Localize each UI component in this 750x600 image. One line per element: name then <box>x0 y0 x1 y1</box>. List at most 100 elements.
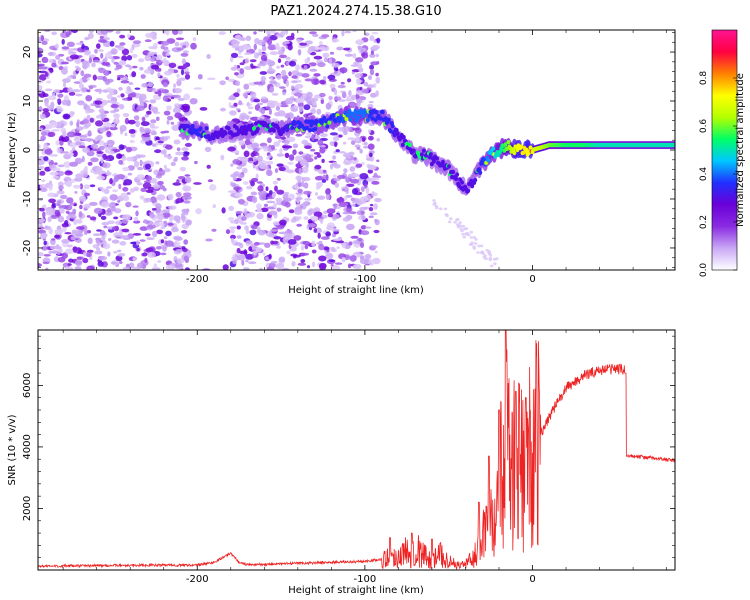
noise-speckle <box>369 152 373 158</box>
noise-speckle <box>265 169 273 176</box>
noise-speckle <box>364 32 370 37</box>
ridge-core <box>400 142 405 148</box>
noise-speckle <box>234 192 243 198</box>
noise-speckle <box>41 179 46 182</box>
noise-speckle <box>369 35 375 42</box>
noise-speckle <box>152 184 161 189</box>
noise-speckle <box>321 34 330 38</box>
noise-speckle <box>457 224 461 227</box>
ridge-core <box>198 126 203 131</box>
noise-speckle <box>109 194 118 201</box>
ridge-core <box>407 142 412 148</box>
noise-speckle <box>121 218 129 224</box>
ridge-core <box>374 110 379 115</box>
noise-speckle <box>167 223 174 226</box>
noise-speckle <box>83 103 88 109</box>
noise-speckle <box>106 139 115 146</box>
noise-speckle <box>60 122 64 129</box>
noise-speckle <box>68 258 74 263</box>
noise-speckle <box>54 209 61 217</box>
noise-speckle <box>38 252 44 257</box>
noise-speckle <box>136 240 140 246</box>
noise-speckle <box>244 90 251 94</box>
noise-speckle <box>370 50 374 55</box>
ridge-core <box>333 119 338 124</box>
noise-speckle <box>83 251 87 257</box>
noise-speckle <box>112 189 119 193</box>
noise-speckle <box>152 106 159 114</box>
noise-speckle <box>81 60 91 66</box>
noise-speckle <box>328 95 333 101</box>
noise-speckle <box>182 105 190 113</box>
noise-speckle <box>67 267 74 270</box>
noise-speckle <box>359 173 369 180</box>
noise-speckle <box>38 91 42 94</box>
noise-speckle <box>154 91 159 94</box>
ridge-core <box>249 123 254 128</box>
noise-speckle <box>244 52 252 55</box>
noise-speckle <box>276 245 281 249</box>
noise-speckle <box>225 229 231 235</box>
noise-speckle <box>321 179 327 183</box>
noise-speckle <box>243 211 248 215</box>
noise-speckle <box>69 215 77 219</box>
noise-speckle <box>361 214 365 220</box>
noise-speckle <box>109 126 118 131</box>
noise-speckle <box>225 76 230 81</box>
ridge-core <box>519 144 524 149</box>
noise-speckle <box>197 74 203 80</box>
noise-speckle <box>294 83 304 89</box>
x-tick-label: -100 <box>354 574 377 585</box>
noise-speckle <box>66 131 76 138</box>
noise-speckle <box>258 162 266 170</box>
noise-speckle <box>256 155 263 162</box>
noise-speckle <box>104 56 108 63</box>
noise-speckle <box>77 100 85 106</box>
noise-speckle <box>162 209 170 214</box>
noise-speckle <box>177 176 186 180</box>
ridge-core <box>411 148 416 153</box>
noise-speckle <box>39 113 46 120</box>
noise-speckle <box>296 97 305 103</box>
noise-speckle <box>299 203 307 210</box>
noise-speckle <box>157 260 162 263</box>
noise-speckle <box>49 58 53 64</box>
ridge-core <box>428 152 433 157</box>
noise-speckle <box>343 47 351 51</box>
noise-speckle <box>175 191 182 198</box>
ridge-core <box>370 116 375 121</box>
noise-speckle <box>361 75 365 80</box>
noise-speckle <box>255 247 262 253</box>
ridge-core <box>186 124 191 129</box>
noise-speckle <box>106 93 113 100</box>
noise-speckle <box>249 229 257 236</box>
noise-speckle <box>313 73 321 77</box>
noise-speckle <box>163 164 167 169</box>
noise-speckle <box>469 236 474 239</box>
noise-speckle <box>349 211 357 215</box>
noise-speckle <box>184 142 192 147</box>
noise-speckle <box>68 50 73 55</box>
noise-speckle <box>244 225 249 231</box>
noise-speckle <box>351 203 356 207</box>
noise-speckle <box>337 174 346 179</box>
noise-speckle <box>492 257 497 261</box>
noise-speckle <box>250 180 255 187</box>
noise-speckle <box>50 245 57 250</box>
noise-speckle <box>346 207 352 213</box>
noise-speckle <box>269 86 275 93</box>
ridge-core <box>190 123 195 129</box>
noise-speckle <box>314 46 320 51</box>
noise-speckle <box>61 223 69 228</box>
noise-speckle <box>443 207 448 211</box>
noise-speckle <box>248 106 254 110</box>
noise-speckle <box>44 148 53 155</box>
noise-speckle <box>341 256 346 263</box>
noise-speckle <box>51 238 56 241</box>
noise-speckle <box>291 75 298 79</box>
noise-speckle <box>101 221 110 226</box>
noise-speckle <box>295 64 300 71</box>
noise-speckle <box>256 152 260 156</box>
noise-speckle <box>233 92 240 98</box>
noise-speckle <box>342 141 347 145</box>
